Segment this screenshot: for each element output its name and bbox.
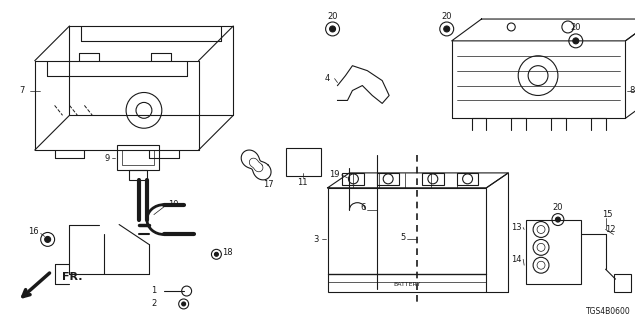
Bar: [129, 170, 147, 180]
Circle shape: [330, 26, 335, 32]
Bar: [122, 150, 154, 165]
Text: 1: 1: [151, 285, 157, 294]
Text: 20: 20: [570, 23, 581, 32]
Bar: [342, 173, 364, 185]
Circle shape: [573, 38, 579, 44]
Text: 3: 3: [313, 235, 318, 244]
Text: 2: 2: [151, 300, 157, 308]
Text: 11: 11: [298, 178, 308, 187]
Text: 6: 6: [361, 203, 366, 212]
Bar: [526, 220, 580, 284]
Text: 4: 4: [325, 74, 330, 83]
Text: 17: 17: [263, 180, 273, 189]
Text: FR.: FR.: [61, 272, 82, 282]
Text: BATTERY: BATTERY: [394, 282, 420, 287]
Text: TGS4B0600: TGS4B0600: [586, 308, 630, 316]
Text: 16: 16: [28, 227, 39, 236]
Text: 12: 12: [605, 225, 616, 234]
Text: 20: 20: [327, 12, 338, 20]
Text: 20: 20: [442, 12, 452, 20]
Circle shape: [444, 26, 450, 32]
Bar: [457, 173, 479, 185]
Circle shape: [45, 236, 51, 242]
Circle shape: [214, 252, 218, 256]
Text: 8: 8: [630, 86, 635, 95]
Bar: [117, 145, 159, 170]
Text: 7: 7: [19, 86, 24, 95]
Text: 15: 15: [602, 210, 613, 219]
Text: 20: 20: [553, 203, 563, 212]
Text: 13: 13: [511, 223, 522, 232]
Text: 9: 9: [104, 154, 110, 163]
Text: 18: 18: [222, 248, 233, 257]
Text: 14: 14: [511, 255, 522, 264]
Circle shape: [556, 217, 561, 222]
Circle shape: [182, 302, 186, 306]
Text: 5: 5: [401, 233, 406, 242]
Bar: [328, 188, 486, 292]
Bar: [286, 148, 321, 176]
Text: 19: 19: [330, 170, 340, 180]
Bar: [422, 173, 444, 185]
Bar: [377, 173, 399, 185]
Text: 10: 10: [168, 200, 179, 209]
Bar: [614, 274, 632, 292]
